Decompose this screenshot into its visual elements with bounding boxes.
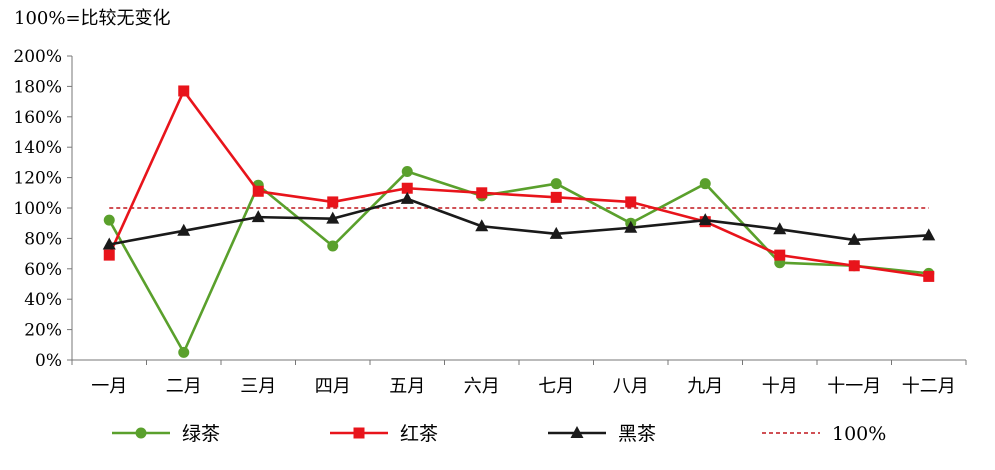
x-tick-label: 五月 [389,376,425,397]
data-point [550,178,562,190]
data-point [401,182,413,194]
x-tick-label: 二月 [166,376,202,397]
x-tick-label: 十二月 [902,376,956,397]
data-point [475,219,489,232]
data-point [102,237,116,250]
x-tick-label: 一月 [91,376,127,397]
y-tick-label: 160% [13,108,62,128]
data-point [326,211,340,224]
data-point [625,196,637,208]
y-tick-label: 40% [24,290,62,310]
y-tick-label: 180% [13,77,62,97]
legend-label: 绿茶 [182,423,220,445]
legend-label: 100% [832,423,886,445]
data-point [178,85,190,97]
data-point [401,166,413,178]
data-point [624,220,638,233]
legend-marker [570,426,584,438]
x-tick-label: 十一月 [827,376,881,397]
y-tick-label: 20% [24,321,62,341]
data-point [251,210,265,223]
data-point [177,223,191,236]
y-tick-label: 80% [24,229,62,249]
x-tick-label: 三月 [240,376,276,397]
data-point [103,214,115,226]
data-point [923,270,935,282]
x-tick-label: 七月 [538,376,574,397]
data-point [476,187,488,199]
data-point [400,191,414,204]
y-tick-label: 100% [13,199,62,219]
data-point [327,196,339,208]
legend-label: 黑茶 [618,423,656,445]
y-tick-label: 0% [35,351,62,371]
series-line [109,197,929,246]
data-point [922,228,936,241]
data-point [773,222,787,235]
legend-label: 红茶 [400,423,438,445]
x-tick-label: 六月 [464,376,500,397]
series-line [108,170,929,354]
data-point [550,191,562,203]
data-point [847,232,861,245]
y-tick-label: 120% [13,169,62,189]
x-tick-label: 八月 [613,376,649,397]
legend-marker [353,427,365,439]
data-point [327,240,339,252]
y-tick-label: 200% [13,47,62,67]
x-tick-label: 四月 [315,376,351,397]
y-tick-label: 60% [24,260,62,280]
series-line [108,89,929,278]
data-point [699,178,711,190]
data-point [774,249,786,261]
data-point [698,213,712,226]
legend-marker [135,427,147,439]
data-point [252,185,264,197]
data-point [549,226,563,239]
data-point [848,260,860,272]
chart-note: 100%=比较无变化 [14,8,171,29]
x-tick-label: 九月 [687,376,723,397]
y-tick-label: 140% [13,138,62,158]
data-point [103,249,115,261]
data-point [178,346,190,358]
x-tick-label: 十月 [762,376,798,397]
